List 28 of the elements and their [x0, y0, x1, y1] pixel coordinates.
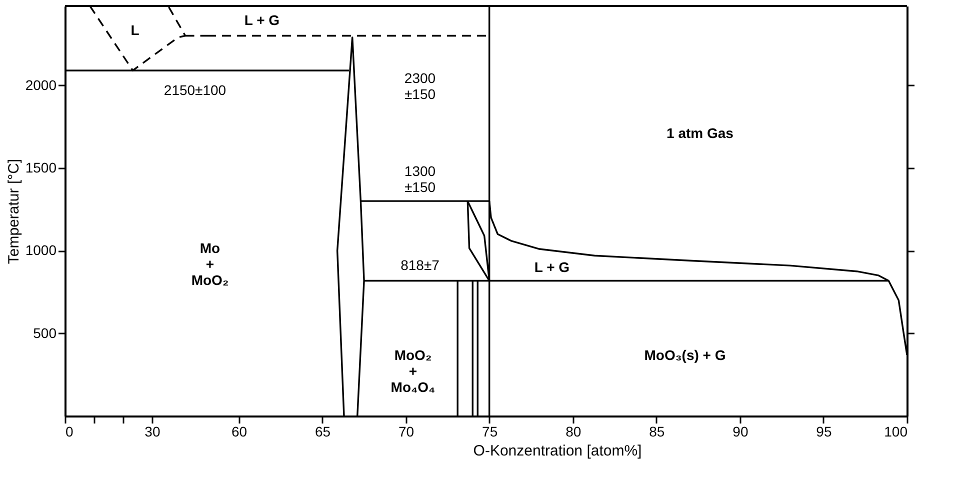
x-tick-label: 85 [649, 424, 665, 440]
x-tick-label: 100 [884, 424, 908, 440]
x-tick-label: 75 [482, 424, 498, 440]
x-tick-label: 0 [66, 424, 74, 440]
x-tick-label: 30 [144, 424, 160, 440]
annotation: 2300 ±150 [404, 70, 436, 102]
x-tick-label: 60 [231, 424, 248, 440]
x-tick-label: 90 [732, 424, 748, 440]
annotation: 1 atm Gas [666, 125, 734, 141]
x-tick-label: 65 [314, 424, 331, 440]
y-tick-label: 2000 [25, 76, 57, 93]
annotation: 818±7 [400, 257, 440, 273]
annotation: 2150±100 [164, 82, 226, 98]
x-tick-label: 80 [566, 424, 582, 440]
y-tick-label: 1500 [25, 160, 57, 176]
annotation: MoO₂ + Mo₄O₄ [390, 347, 436, 395]
annotation: Mo + MoO₂ [191, 240, 229, 288]
annotation: L + G [534, 259, 570, 275]
y-tick-label: 1000 [25, 242, 57, 258]
x-axis-title: O-Konzentration [atom%] [473, 442, 642, 460]
annotation: L + G [244, 12, 280, 28]
x-tick-label: 70 [398, 424, 414, 440]
y-tick-label: 500 [33, 324, 57, 341]
y-axis-title: Temperatur [°C] [5, 158, 22, 264]
annotation: 1300 ±150 [404, 163, 436, 195]
x-tick-label: 95 [816, 424, 832, 440]
annotation: MoO₃(s) + G [644, 347, 726, 363]
annotation: L [130, 22, 140, 38]
